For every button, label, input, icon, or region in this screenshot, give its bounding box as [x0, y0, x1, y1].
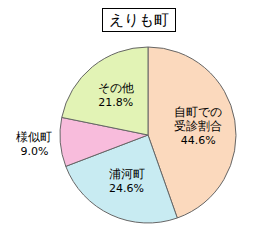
svg-text:浦河町24.6%: 浦河町24.6%	[109, 167, 145, 195]
svg-text:自町での受診割合44.6%: 自町での受診割合44.6%	[174, 105, 222, 146]
svg-text:様似町9.0%: 様似町9.0%	[16, 130, 52, 158]
svg-text:その他21.8%: その他21.8%	[98, 81, 134, 109]
html-text:えりも町: えりも町	[109, 11, 169, 29]
